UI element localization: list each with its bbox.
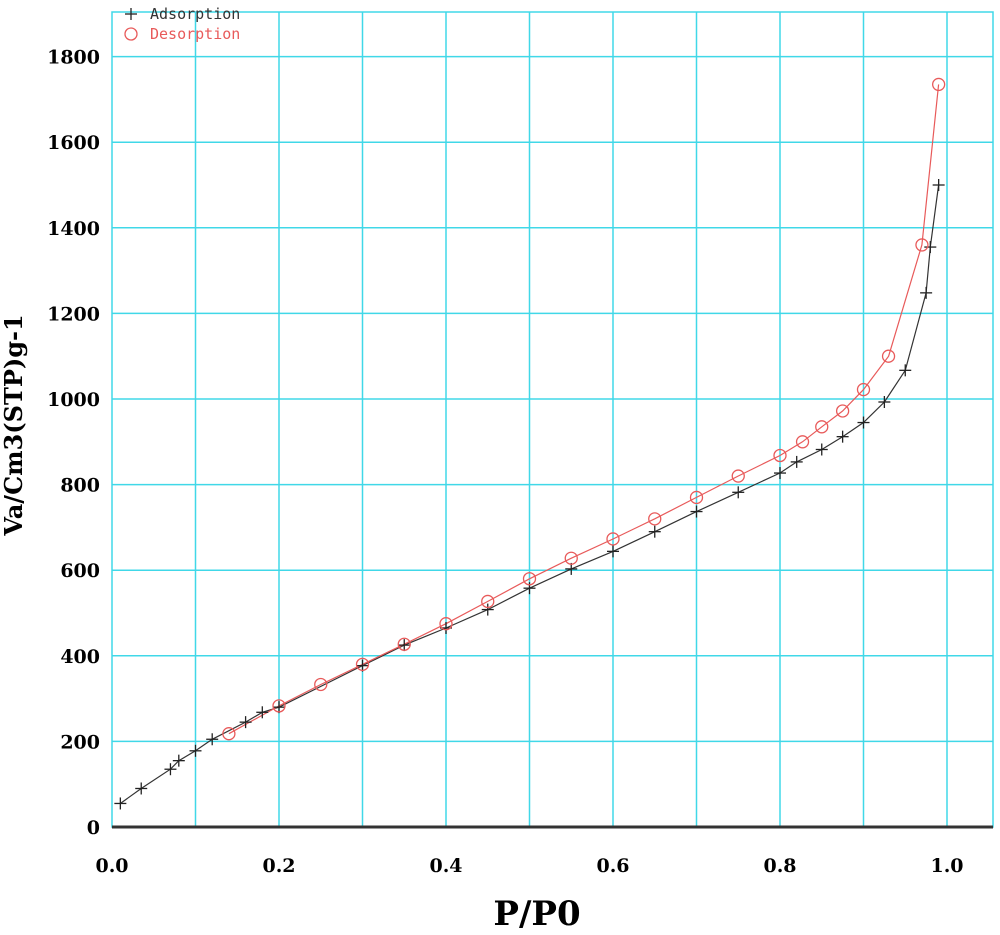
x-tick-label: 0.2 (262, 855, 295, 877)
adsorption-point (114, 797, 127, 810)
y-tick-label: 1800 (47, 47, 100, 69)
adsorption-point (273, 701, 285, 714)
desorption-point (835, 404, 850, 418)
desorption-point (272, 699, 286, 713)
adsorption-point (164, 763, 177, 776)
desorption-point (355, 657, 370, 672)
x-tick-label: 0.4 (429, 855, 462, 877)
adsorption-point (690, 505, 703, 518)
desorption-point (564, 551, 578, 565)
adsorption-point (523, 582, 536, 595)
desorption-point (314, 677, 328, 692)
desorption-point (222, 727, 236, 741)
adsorption-point (356, 659, 369, 672)
adsorption-point (135, 782, 148, 795)
adsorption-point (920, 286, 933, 299)
desorption-point (689, 490, 704, 505)
adsorption-point (836, 430, 849, 443)
adsorption-point (607, 545, 619, 558)
x-tick-label: 0.6 (596, 855, 629, 877)
desorption-point (915, 238, 929, 252)
legend-marker-circle (124, 27, 138, 41)
y-tick-label: 400 (60, 646, 100, 668)
adsorption-point (256, 706, 269, 719)
desorption-point (815, 420, 829, 434)
desorption-point (856, 382, 871, 397)
series-line-desorption (228, 84, 940, 735)
y-tick-label: 1000 (47, 389, 100, 411)
adsorption-point (398, 639, 411, 652)
y-axis-title: Va/Cm3(STP)g-1 (0, 314, 28, 536)
y-tick-label: 800 (60, 475, 100, 497)
y-tick-label: 1600 (47, 132, 100, 154)
y-tick-label: 200 (60, 731, 100, 753)
adsorption-point (239, 716, 252, 729)
desorption-point (932, 77, 946, 92)
series-markers (114, 77, 946, 810)
tick-labels: 0.0 0.2 0.4 0.6 0.8 1.0 0 200 400 600 800 1000 1200 1… (47, 47, 963, 877)
adsorption-point (857, 416, 870, 429)
desorption-point (397, 637, 411, 651)
legend-label-desorption: Desorption (150, 25, 240, 43)
adsorption-point (565, 562, 578, 575)
adsorption-point (899, 364, 912, 377)
desorption-point (795, 435, 810, 449)
desorption-point (881, 349, 896, 363)
adsorption-point (878, 395, 891, 408)
y-tick-label: 0 (87, 817, 100, 839)
y-tick-label: 600 (60, 560, 100, 582)
adsorption-point (648, 525, 661, 538)
adsorption-point (189, 744, 202, 757)
adsorption-point (924, 241, 937, 254)
plot-border (111, 11, 994, 828)
desorption-point (731, 469, 745, 483)
x-tick-label: 1.0 (930, 855, 963, 877)
desorption-point (606, 532, 620, 546)
x-axis-title: P/P0 (493, 894, 580, 934)
x-tick-label: 0.0 (95, 855, 128, 877)
desorption-point (648, 512, 662, 526)
adsorption-point (206, 733, 219, 746)
adsorption-point (481, 603, 494, 616)
grid (111, 11, 994, 828)
y-tick-label: 1200 (47, 303, 100, 325)
x-tick-label: 0.8 (763, 855, 796, 877)
adsorption-point (815, 443, 828, 456)
adsorption-point (172, 754, 185, 767)
adsorption-point (774, 467, 786, 480)
desorption-point (773, 448, 787, 463)
y-tick-label: 1400 (47, 218, 100, 240)
adsorption-point (790, 455, 803, 468)
desorption-point (439, 617, 453, 631)
adsorption-point (732, 486, 745, 499)
adsorption-point (932, 179, 945, 191)
desorption-point (522, 572, 537, 586)
desorption-point (481, 594, 495, 609)
legend-label-adsorption: Adsorption (150, 5, 240, 23)
legend: Adsorption Desorption (124, 5, 240, 43)
